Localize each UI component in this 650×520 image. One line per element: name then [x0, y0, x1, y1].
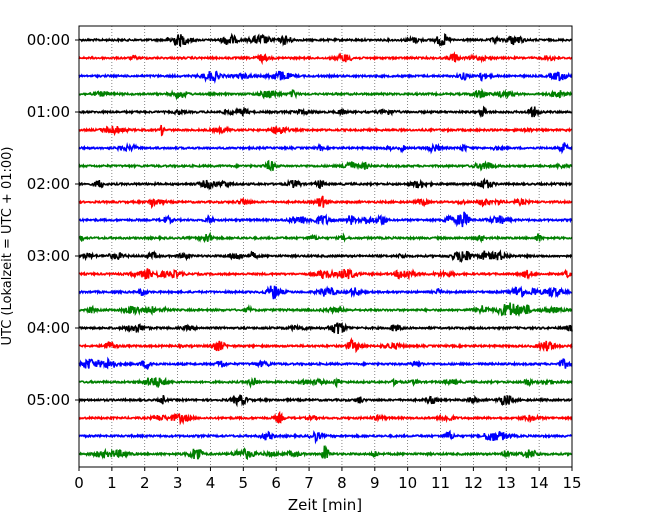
trace-line [78, 249, 573, 264]
trace-line [78, 394, 573, 408]
x-axis-title: Zeit [min] [288, 496, 362, 514]
trace-line [78, 356, 573, 371]
trace-line [78, 124, 573, 137]
trace-line [78, 159, 573, 172]
plot-frame [78, 25, 573, 468]
x-axis: 0 1 2 3 4 5 6 7 8 9 10 11 12 13 14 15 [74, 467, 582, 492]
trace-line [78, 32, 573, 48]
trace-line [78, 322, 573, 334]
x-tick-label: 9 [370, 474, 380, 492]
y-axis: 00:00 01:00 02:00 03:00 04:00 05:00 [27, 31, 79, 409]
x-tick-label: 13 [497, 474, 516, 492]
trace-line [78, 87, 573, 101]
trace-line [78, 337, 573, 354]
trace-line [78, 410, 573, 426]
traces [78, 32, 573, 461]
x-tick-label: 5 [239, 474, 249, 492]
trace-line [78, 211, 573, 228]
trace-line [78, 429, 573, 445]
trace-line [78, 177, 573, 191]
x-tick-label: 8 [337, 474, 347, 492]
x-tick-label: 7 [304, 474, 314, 492]
x-tick-label: 6 [271, 474, 281, 492]
trace-line [78, 231, 573, 244]
y-tick-label: 03:00 [27, 247, 70, 265]
trace-line [78, 285, 573, 300]
x-tick-label: 14 [530, 474, 549, 492]
x-tick-label: 12 [464, 474, 483, 492]
trace-line [78, 444, 573, 461]
trace-line [78, 70, 573, 84]
y-tick-label: 04:00 [27, 319, 70, 337]
trace-line [78, 302, 573, 318]
trace-line [78, 105, 573, 119]
x-tick-label: 4 [206, 474, 216, 492]
x-tick-label: 0 [74, 474, 84, 492]
trace-line [78, 267, 573, 281]
y-tick-label: 00:00 [27, 31, 70, 49]
trace-line [78, 195, 573, 210]
x-tick-label: 15 [562, 474, 581, 492]
y-axis-title: UTC (Lokalzeit = UTC + 01:00) [0, 147, 15, 346]
y-tick-label: 05:00 [27, 391, 70, 409]
x-tick-label: 3 [173, 474, 183, 492]
trace-line [78, 51, 573, 66]
x-tick-label: 10 [398, 474, 417, 492]
trace-line [78, 376, 573, 389]
x-tick-label: 2 [140, 474, 150, 492]
y-tick-label: 01:00 [27, 103, 70, 121]
x-tick-label: 11 [431, 474, 450, 492]
trace-line [78, 142, 573, 155]
x-tick-label: 1 [107, 474, 117, 492]
y-tick-label: 02:00 [27, 175, 70, 193]
